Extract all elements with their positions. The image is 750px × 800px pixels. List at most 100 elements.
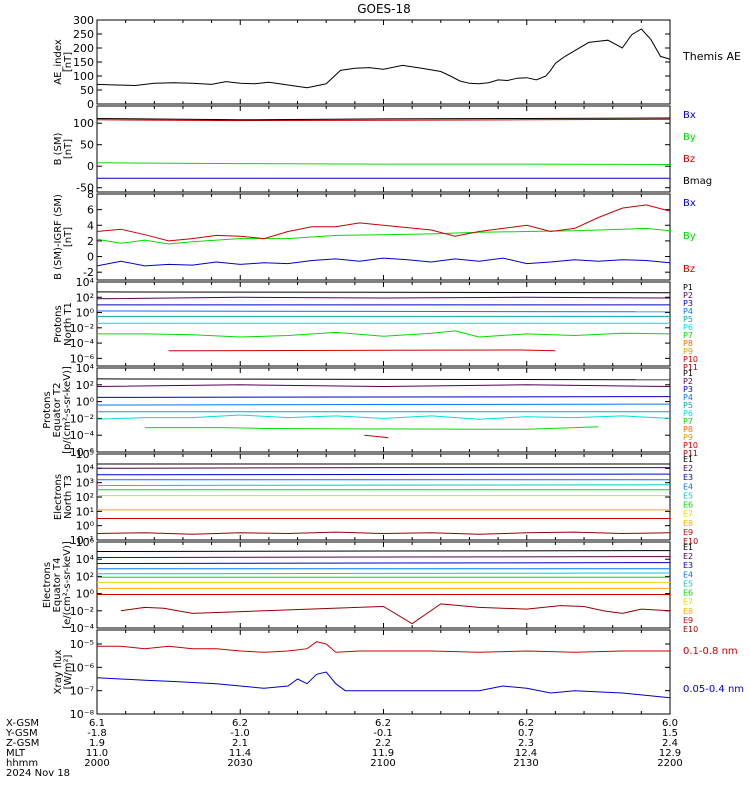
series-line-bx: [97, 257, 670, 267]
y-axis-label: [p/(cm²-s-sr-keV)]: [62, 366, 73, 454]
legend-label: P10: [683, 441, 698, 450]
series-line-bmag: [97, 117, 670, 121]
y-tick-label: 10⁰: [76, 588, 95, 601]
y-tick-label: 10⁰: [76, 307, 95, 320]
panel-frame: [96, 281, 671, 367]
legend-label: P11: [683, 449, 698, 458]
footer-row-label: MLT: [6, 748, 26, 759]
legend-label: E5: [683, 491, 693, 500]
series-line-e10: [97, 531, 670, 535]
series-line-e3: [97, 473, 670, 476]
figure-title: GOES-18: [357, 2, 411, 16]
legend-label: P4: [683, 393, 693, 402]
footer-value: 6.1: [89, 718, 105, 729]
y-tick-label: 10⁻⁴: [70, 622, 95, 635]
y-tick-label: 100: [73, 117, 94, 130]
series-line-p10: [364, 434, 389, 439]
y-tick-label: 10⁰: [76, 396, 95, 409]
legend-label: E10: [683, 537, 698, 546]
footer-row-label: Y-GSM: [5, 728, 38, 739]
y-tick-label: 10⁵: [76, 448, 94, 461]
y-tick-label: 250: [73, 28, 94, 41]
series-line-e2: [97, 556, 670, 558]
y-tick-label: 0: [87, 251, 94, 264]
legend-label: E3: [683, 473, 693, 482]
footer-row-label: Z-GSM: [6, 738, 39, 749]
panel-frame: [96, 629, 671, 715]
y-axis-label: Electrons: [53, 474, 64, 520]
y-tick-label: 10⁻⁵: [70, 638, 94, 651]
y-tick-label: 6: [87, 204, 94, 217]
series-line-by: [97, 227, 670, 245]
series-line-p2: [97, 384, 670, 388]
panel-2: -50 0 50 100 B (SM) [nT] Bx By Bz Bmag: [53, 105, 712, 195]
y-tick-label: 10²: [76, 570, 94, 583]
legend-label: E10: [683, 625, 698, 634]
series-line-e5: [97, 572, 670, 575]
legend-label: Bx: [683, 198, 696, 209]
legend-label: E6: [683, 501, 693, 510]
legend-label: Bx: [683, 110, 696, 121]
panel-7: 10⁶ 10⁴ 10² 10⁰ 10⁻² 10⁻⁴ Electrons Equator T4[…: [42, 536, 698, 635]
y-tick-label: 10⁻²: [70, 412, 94, 425]
legend-label: E4: [683, 570, 693, 579]
footer-value: 12.4: [515, 748, 537, 759]
series-line-e10: [120, 603, 670, 625]
y-tick-label: 10²: [76, 491, 94, 504]
series-line-e3: [97, 562, 670, 564]
y-tick-label: -50: [76, 182, 94, 195]
y-tick-label: 200: [73, 42, 94, 55]
legend-label: E4: [683, 482, 693, 491]
y-tick-label: 10⁴: [76, 462, 95, 475]
y-axis-label: Equator T2: [52, 383, 63, 438]
footer-value: 6.2: [518, 718, 534, 729]
series-line-by: [97, 162, 670, 165]
legend-label: E8: [683, 607, 693, 616]
footer-value: 12.9: [659, 748, 681, 759]
panel-frame: [96, 193, 671, 281]
footer-value: 11.0: [86, 748, 108, 759]
panel-3: -2 0 2 4 6 8 B (SM)-IGRF (SM) [nT] Bx By Bz: [53, 188, 696, 281]
series-line-themis-ae: [97, 28, 670, 89]
series-line-p2: [97, 296, 670, 300]
y-tick-label: 10⁴: [76, 276, 95, 289]
series-line-bz: [97, 118, 670, 122]
legend-label: By: [683, 132, 696, 143]
footer-row-label: X-GSM: [6, 718, 39, 729]
legend-label: E2: [683, 552, 693, 561]
series-line-0-05-0-4-nm: [97, 671, 670, 699]
y-axis-label: AE_index: [53, 39, 64, 85]
series-line-e1: [97, 550, 670, 552]
y-axis-label: B (SM)-IGRF (SM): [53, 194, 64, 280]
y-tick-label: 4: [87, 219, 94, 232]
legend-label: E3: [683, 561, 693, 570]
legend-label: Bz: [683, 154, 695, 165]
series-line-p3: [97, 396, 670, 398]
legend-label: P6: [683, 323, 693, 332]
y-axis-label: Xray flux: [53, 650, 64, 695]
legend-label: E8: [683, 519, 693, 528]
series-line-p7: [97, 330, 670, 338]
legend-label: E2: [683, 464, 693, 473]
legend-label: E6: [683, 589, 693, 598]
footer-value: -0.1: [373, 728, 393, 739]
series-line-p4: [97, 310, 670, 313]
series-line-bz: [97, 204, 670, 242]
y-axis-label: Protons: [42, 391, 53, 428]
y-axis-label: Equator T4: [52, 558, 63, 613]
y-axis-label: [nT]: [63, 227, 74, 247]
series-line-p6: [97, 414, 670, 420]
legend-label: E1: [683, 543, 693, 552]
series-line-p7: [144, 426, 599, 430]
legend-label: Bz: [683, 264, 695, 275]
legend-label: P7: [683, 417, 693, 426]
legend-label: Themis AE: [682, 50, 741, 63]
y-tick-label: 10⁶: [76, 536, 95, 549]
y-tick-label: 10⁻²: [70, 322, 94, 335]
legend-label: P5: [683, 401, 693, 410]
y-tick-label: 10²: [76, 379, 94, 392]
legend-label: P7: [683, 331, 693, 340]
y-axis-label: [W/m²]: [63, 654, 74, 689]
y-axis-label: North T1: [63, 302, 74, 346]
legend-label: P8: [683, 339, 693, 348]
